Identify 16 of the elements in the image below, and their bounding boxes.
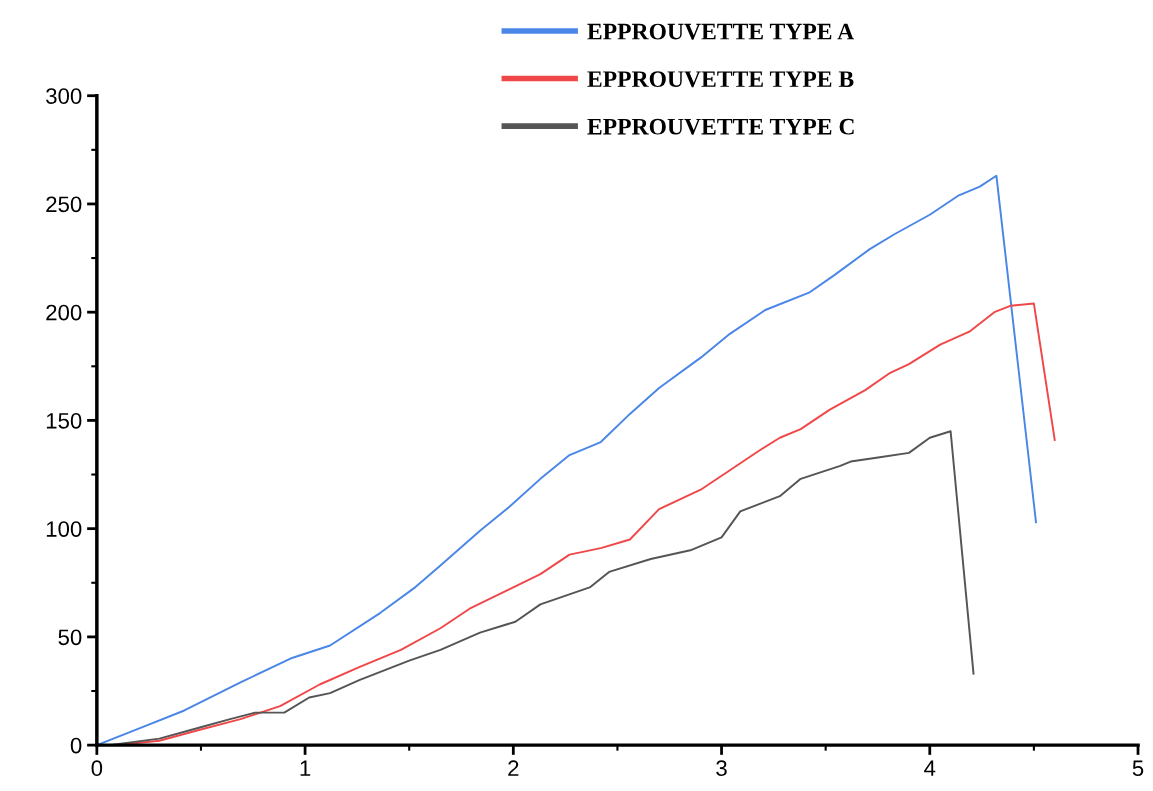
y-tick-label: 250	[46, 196, 82, 213]
x-tick-label: 5	[1132, 760, 1144, 777]
x-tick-label: 2	[508, 760, 519, 776]
y-tick-label: 50	[58, 629, 82, 646]
x-tick-label: 0	[91, 760, 103, 777]
x-tick-label: 3	[716, 760, 727, 777]
y-tick-label: 100	[46, 521, 82, 537]
legend-label: EPPROUVETTE TYPE B	[587, 71, 854, 88]
y-tick-label: 150	[46, 412, 82, 429]
x-tick-label: 1	[300, 760, 311, 776]
y-tick-label: 200	[46, 304, 82, 321]
y-tick-label: 300	[46, 88, 82, 104]
legend-label: EPPROUVETTE TYPE A	[587, 23, 855, 40]
legend-label: EPPROUVETTE TYPE C	[587, 118, 854, 135]
y-tick-label: 0	[70, 737, 82, 754]
x-tick-label: 4	[924, 760, 936, 776]
